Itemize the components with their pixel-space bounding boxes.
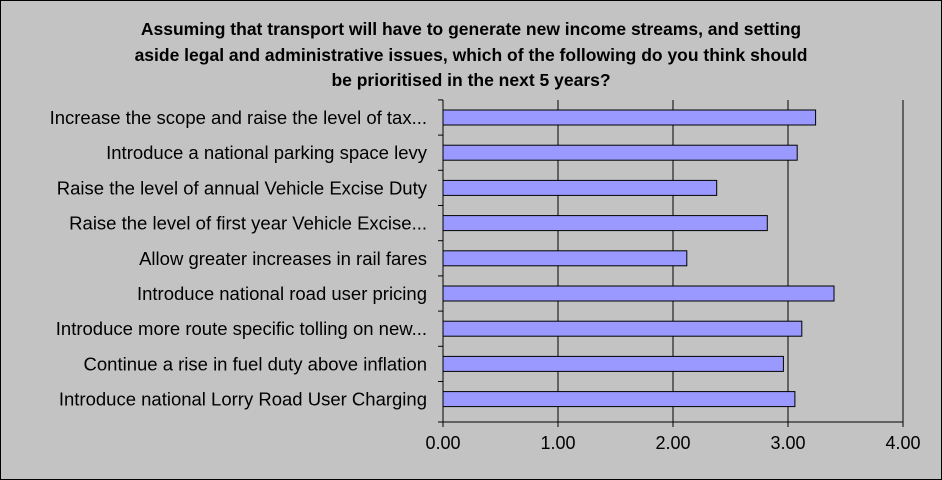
bar xyxy=(442,215,768,232)
bar xyxy=(442,179,718,196)
category-label: Continue a rise in fuel duty above infla… xyxy=(84,353,428,374)
category-label: Introduce a national parking space levy xyxy=(106,142,428,163)
chart-title-line-1: Assuming that transport will have to gen… xyxy=(140,19,802,39)
x-tick-label: 2.00 xyxy=(655,433,690,453)
category-label: Introduce national road user pricing xyxy=(137,283,427,304)
category-label: Raise the level of first year Vehicle Ex… xyxy=(69,213,427,234)
chart-title-line-3: be prioritised in the next 5 years? xyxy=(331,70,611,90)
x-tick-label: 0.00 xyxy=(425,433,460,453)
x-tick-label: 1.00 xyxy=(540,433,575,453)
bar xyxy=(442,391,796,408)
bar xyxy=(442,320,803,337)
x-tick-label: 4.00 xyxy=(885,433,920,453)
category-label: Raise the level of annual Vehicle Excise… xyxy=(57,177,428,198)
category-label: Allow greater increases in rail fares xyxy=(139,248,427,269)
bar xyxy=(442,250,688,267)
bar xyxy=(442,144,798,161)
bar xyxy=(442,355,784,372)
chart-title-line-2: aside legal and administrative issues, w… xyxy=(134,45,808,65)
bar xyxy=(442,285,835,302)
bar xyxy=(442,109,817,126)
x-tick-label: 3.00 xyxy=(770,433,805,453)
category-label: Introduce more route specific tolling on… xyxy=(56,318,427,339)
category-label: Increase the scope and raise the level o… xyxy=(50,107,427,128)
category-label: Introduce national Lorry Road User Charg… xyxy=(59,389,427,410)
